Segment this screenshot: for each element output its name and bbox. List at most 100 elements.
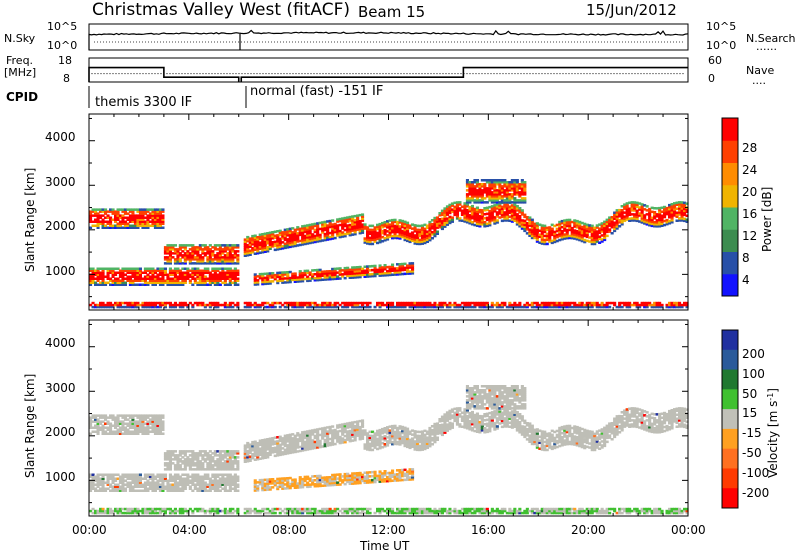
power-scatter-cell: [683, 201, 687, 205]
power-scatter-cell: [251, 243, 255, 246]
power-scatter-cell: [563, 229, 567, 232]
power-scatter-cell: [565, 303, 569, 307]
velocity-scatter-cell: [221, 468, 225, 471]
velocity-scatter-cell: [116, 487, 120, 490]
power-scatter-cell: [520, 209, 524, 212]
power-scatter-cell: [151, 301, 155, 305]
power-scatter-cell: [211, 303, 215, 307]
velocity-scatter-cell: [148, 481, 152, 484]
power-scatter-cell: [525, 226, 529, 229]
velocity-scatter-cell: [111, 430, 115, 433]
power-scatter-cell: [650, 305, 654, 309]
power-scatter-cell: [213, 256, 217, 259]
velocity-scatter-cell: [116, 416, 120, 419]
velocity-scatter-cell: [173, 509, 177, 513]
power-scatter-cell: [146, 214, 150, 217]
power-scatter-cell: [683, 207, 687, 211]
velocity-scatter-cell: [186, 481, 190, 484]
velocity-scatter-cell: [251, 449, 255, 452]
velocity-scatter-cell: [198, 487, 202, 490]
power-scatter-cell: [163, 269, 167, 272]
power-scatter-cell: [271, 305, 275, 309]
velocity-scatter-cell: [111, 481, 115, 484]
power-scatter-cell: [685, 214, 689, 217]
power-scatter-cell: [228, 250, 232, 253]
velocity-scatter-cell: [163, 473, 167, 476]
power-scatter-cell: [306, 242, 310, 245]
power-scatter-cell: [608, 230, 612, 233]
power-scatter-cell: [116, 216, 120, 219]
power-scatter-cell: [453, 303, 457, 307]
velocity-scatter-cell: [193, 454, 197, 457]
velocity-scatter-cell: [118, 428, 122, 431]
velocity-scatter-cell: [228, 450, 232, 453]
power-scatter-cell: [126, 212, 130, 215]
power-scatter-cell: [109, 224, 113, 227]
velocity-scatter-cell: [114, 483, 118, 486]
velocity-scatter-cell: [181, 462, 185, 465]
power-scatter-cell: [186, 252, 190, 255]
power-scatter-cell: [308, 227, 312, 231]
velocity-scatter-cell: [106, 507, 110, 511]
power-scatter-cell: [181, 303, 185, 307]
velocity-scatter-cell: [216, 468, 220, 471]
power-scatter-cell: [221, 252, 225, 255]
power-scatter-cell: [510, 218, 514, 221]
velocity-scatter-cell: [173, 481, 177, 484]
power-scatter-cell: [223, 301, 227, 305]
power-scatter-cell: [388, 305, 392, 309]
power-scatter-cell: [328, 237, 332, 241]
velocity-scatter-cell: [118, 420, 122, 423]
power-scatter-cell: [595, 234, 599, 237]
power-scatter-cell: [321, 278, 325, 281]
power-scatter-cell: [618, 301, 622, 305]
nsky-panel: N.Sky 10^5 10^0 10^5 10^0 N.Search .....…: [4, 20, 796, 53]
velocity-scatter-cell: [288, 451, 292, 455]
power-scatter-cell: [520, 193, 524, 196]
power-scatter-cell: [218, 275, 222, 278]
velocity-scatter-cell: [173, 468, 177, 471]
power-scatter-cell: [168, 258, 172, 261]
power-scatter-cell: [133, 224, 137, 227]
power-scatter-cell: [401, 229, 405, 233]
velocity-scatter-cell: [216, 485, 220, 488]
power-scatter-cell: [206, 250, 210, 253]
power-scatter-cell: [483, 225, 487, 228]
power-scatter-cell: [490, 303, 494, 307]
power-scatter-cell: [470, 204, 474, 208]
power-scatter-cell: [243, 240, 247, 243]
power-scatter-cell: [470, 193, 474, 196]
power-scatter-cell: [490, 183, 494, 186]
velocity-scatter-cell: [256, 481, 260, 484]
power-scatter-cell: [435, 226, 439, 229]
power-scatter-cell: [258, 243, 262, 246]
velocity-scatter-cell: [178, 458, 182, 461]
velocity-scatter-cell: [158, 424, 162, 427]
power-scatter-cell: [99, 273, 103, 276]
power-scatter-cell: [178, 246, 182, 249]
power-scatter-cell: [198, 262, 202, 265]
power-scatter-cell: [600, 234, 604, 237]
velocity-scatter-cell: [126, 418, 130, 421]
power-scatter-cell: [503, 207, 507, 210]
power-scatter-cell: [401, 266, 405, 270]
power-scatter-cell: [316, 228, 320, 231]
velocity-scatter-cell: [163, 479, 167, 482]
velocity-scatter-cell: [178, 454, 182, 457]
velocity-scatter-cell: [243, 460, 247, 463]
power-scatter-cell: [403, 266, 407, 270]
power-scatter-cell: [416, 238, 420, 242]
velocity-scatter-cell: [203, 450, 207, 453]
power-scatter-cell: [131, 210, 135, 213]
velocity-scatter-cell: [101, 420, 105, 423]
velocity-scatter-cell: [148, 473, 152, 476]
power-scatter-cell: [418, 301, 422, 305]
power-scatter-cell: [148, 281, 152, 284]
power-scatter-cell: [206, 267, 210, 270]
power-scatter-cell: [121, 271, 125, 274]
power-scatter-cell: [291, 278, 295, 282]
velocity-scatter-cell: [158, 473, 162, 476]
power-scatter-cell: [101, 305, 105, 309]
power-scatter-cell: [318, 227, 322, 231]
power-scatter-cell: [401, 303, 405, 307]
